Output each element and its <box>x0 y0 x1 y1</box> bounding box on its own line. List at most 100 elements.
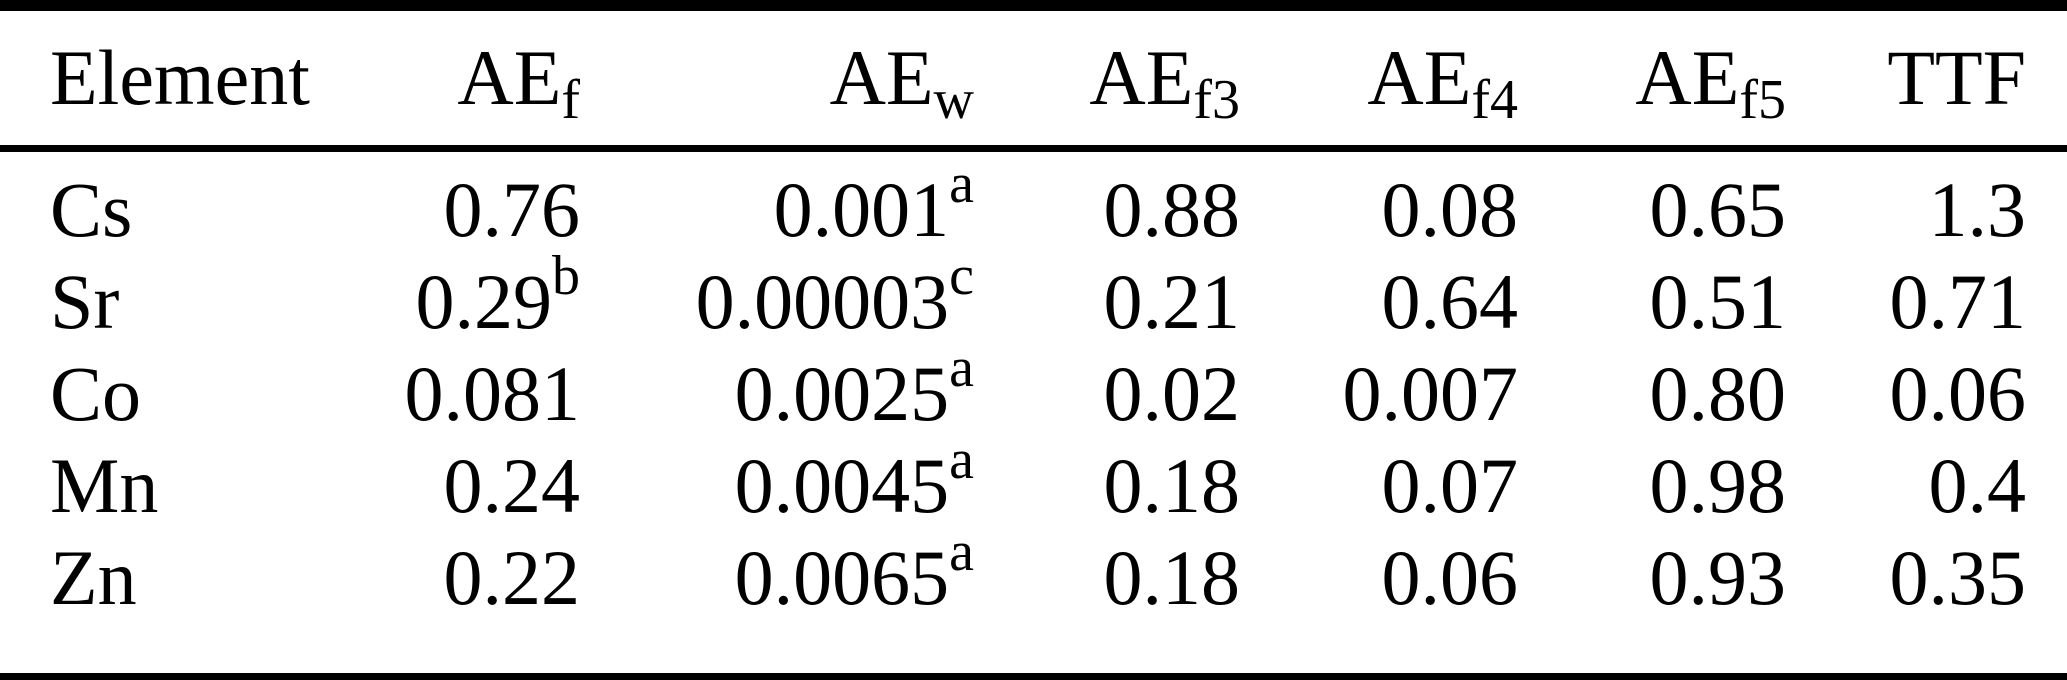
value: 0.001 <box>773 166 950 253</box>
value: 0.51 <box>1649 258 1787 345</box>
cell-ae-f3: 0.18 <box>974 440 1241 532</box>
header-label: AE <box>457 34 562 121</box>
bottom-rule <box>0 673 2067 680</box>
cell-ttf: 0.35 <box>1786 532 2067 624</box>
cell-element: Co <box>0 348 360 440</box>
cell-ae-f4: 0.07 <box>1240 440 1519 532</box>
cell-ttf: 0.71 <box>1786 256 2067 348</box>
cell-ae-f5: 0.65 <box>1518 164 1787 256</box>
cell-ae-f4: 0.06 <box>1240 532 1519 624</box>
cell-element: Sr <box>0 256 360 348</box>
value: 0.24 <box>443 442 581 529</box>
cell-ae-f3: 0.88 <box>974 164 1241 256</box>
cell-ae-f3: 0.21 <box>974 256 1241 348</box>
table-row-sr: Sr 0.29b 0.00003c 0.21 0.64 0.51 0.71 <box>0 248 2067 348</box>
table-row-zn: Zn 0.22 0.0065a 0.18 0.06 0.93 0.35 <box>0 524 2067 624</box>
table-row-cs: Cs 0.76 0.001a 0.88 0.08 0.65 1.3 <box>0 156 2067 256</box>
header-separator-rule <box>0 145 2067 152</box>
header-label: Element <box>50 34 310 121</box>
cell-ae-f4: 0.64 <box>1240 256 1519 348</box>
value: 0.98 <box>1649 442 1787 529</box>
header-subscript: f3 <box>1193 69 1240 131</box>
header-subscript: f5 <box>1739 69 1786 131</box>
column-header-ttf: TTF <box>1786 11 2067 145</box>
column-header-ae-w: AEw <box>580 11 974 145</box>
footnote-marker: b <box>552 245 580 307</box>
element-label: Co <box>50 350 142 437</box>
value: 0.76 <box>443 166 581 253</box>
column-header-ae-f5: AEf5 <box>1518 11 1786 145</box>
value: 0.07 <box>1381 442 1519 529</box>
cell-ae-w: 0.001a <box>580 156 974 256</box>
cell-ae-f5: 0.98 <box>1518 440 1787 532</box>
footnote-marker: a <box>949 337 974 399</box>
value: 0.65 <box>1649 166 1787 253</box>
cell-ae-f4: 0.08 <box>1240 164 1519 256</box>
table-body: Cs 0.76 0.001a 0.88 0.08 0.65 1.3 Sr 0.2… <box>0 152 2067 673</box>
header-subscript: f4 <box>1471 69 1518 131</box>
cell-ttf: 1.3 <box>1786 164 2067 256</box>
header-label: AE <box>1367 34 1472 121</box>
header-label: TTF <box>1887 34 2026 121</box>
top-rule <box>0 0 2067 11</box>
footnote-marker: a <box>949 429 974 491</box>
cell-ae-f5: 0.93 <box>1518 532 1787 624</box>
element-label: Mn <box>50 442 159 529</box>
value: 0.88 <box>1103 166 1241 253</box>
cell-element: Mn <box>0 440 360 532</box>
value: 0.93 <box>1649 534 1787 621</box>
value: 0.06 <box>1381 534 1519 621</box>
cell-ttf: 0.06 <box>1786 348 2067 440</box>
cell-ae-f3: 0.02 <box>974 348 1241 440</box>
cell-ae-f3: 0.18 <box>974 532 1241 624</box>
value: 0.18 <box>1103 534 1241 621</box>
value: 0.00003 <box>695 258 950 345</box>
value: 0.06 <box>1889 350 2027 437</box>
cell-element: Cs <box>0 164 360 256</box>
footnote-marker: a <box>949 153 974 215</box>
value: 0.08 <box>1381 166 1519 253</box>
cell-ae-w: 0.00003c <box>580 248 974 348</box>
cell-ae-f: 0.29b <box>360 248 581 348</box>
cell-ae-f: 0.76 <box>360 164 581 256</box>
value: 0.4 <box>1928 442 2027 529</box>
value: 0.35 <box>1889 534 2027 621</box>
cell-ae-w: 0.0045a <box>580 432 974 532</box>
value: 0.007 <box>1342 350 1519 437</box>
header-label: AE <box>1089 34 1194 121</box>
cell-ae-f: 0.24 <box>360 440 581 532</box>
value: 1.3 <box>1928 166 2027 253</box>
header-label: AE <box>1635 34 1740 121</box>
cell-ae-w: 0.0025a <box>580 340 974 440</box>
column-header-element: Element <box>0 11 360 145</box>
column-header-ae-f3: AEf3 <box>974 11 1240 145</box>
value: 0.64 <box>1381 258 1519 345</box>
cell-ae-f: 0.22 <box>360 532 581 624</box>
value: 0.02 <box>1103 350 1241 437</box>
footnote-marker: c <box>949 245 974 307</box>
table-row-co: Co 0.081 0.0025a 0.02 0.007 0.80 0.06 <box>0 340 2067 440</box>
cell-ttf: 0.4 <box>1786 440 2067 532</box>
value: 0.081 <box>404 350 581 437</box>
value: 0.71 <box>1889 258 2027 345</box>
footnote-marker: a <box>949 521 974 583</box>
cell-ae-f5: 0.51 <box>1518 256 1787 348</box>
value: 0.22 <box>443 534 581 621</box>
header-label: AE <box>829 34 934 121</box>
cell-ae-f4: 0.007 <box>1240 348 1519 440</box>
element-label: Sr <box>50 258 120 345</box>
header-subscript: f <box>561 69 580 131</box>
element-label: Zn <box>50 534 137 621</box>
value: 0.18 <box>1103 442 1241 529</box>
cell-ae-f: 0.081 <box>360 348 581 440</box>
element-label: Cs <box>50 166 133 253</box>
value: 0.0065 <box>734 534 950 621</box>
cell-ae-f5: 0.80 <box>1518 348 1787 440</box>
header-row: Element AEf AEw AEf3 AEf4 AEf5 TTF <box>0 11 2067 145</box>
header-subscript: w <box>933 69 974 131</box>
cell-element: Zn <box>0 532 360 624</box>
value: 0.80 <box>1649 350 1787 437</box>
cell-ae-w: 0.0065a <box>580 524 974 624</box>
value: 0.29 <box>415 258 553 345</box>
